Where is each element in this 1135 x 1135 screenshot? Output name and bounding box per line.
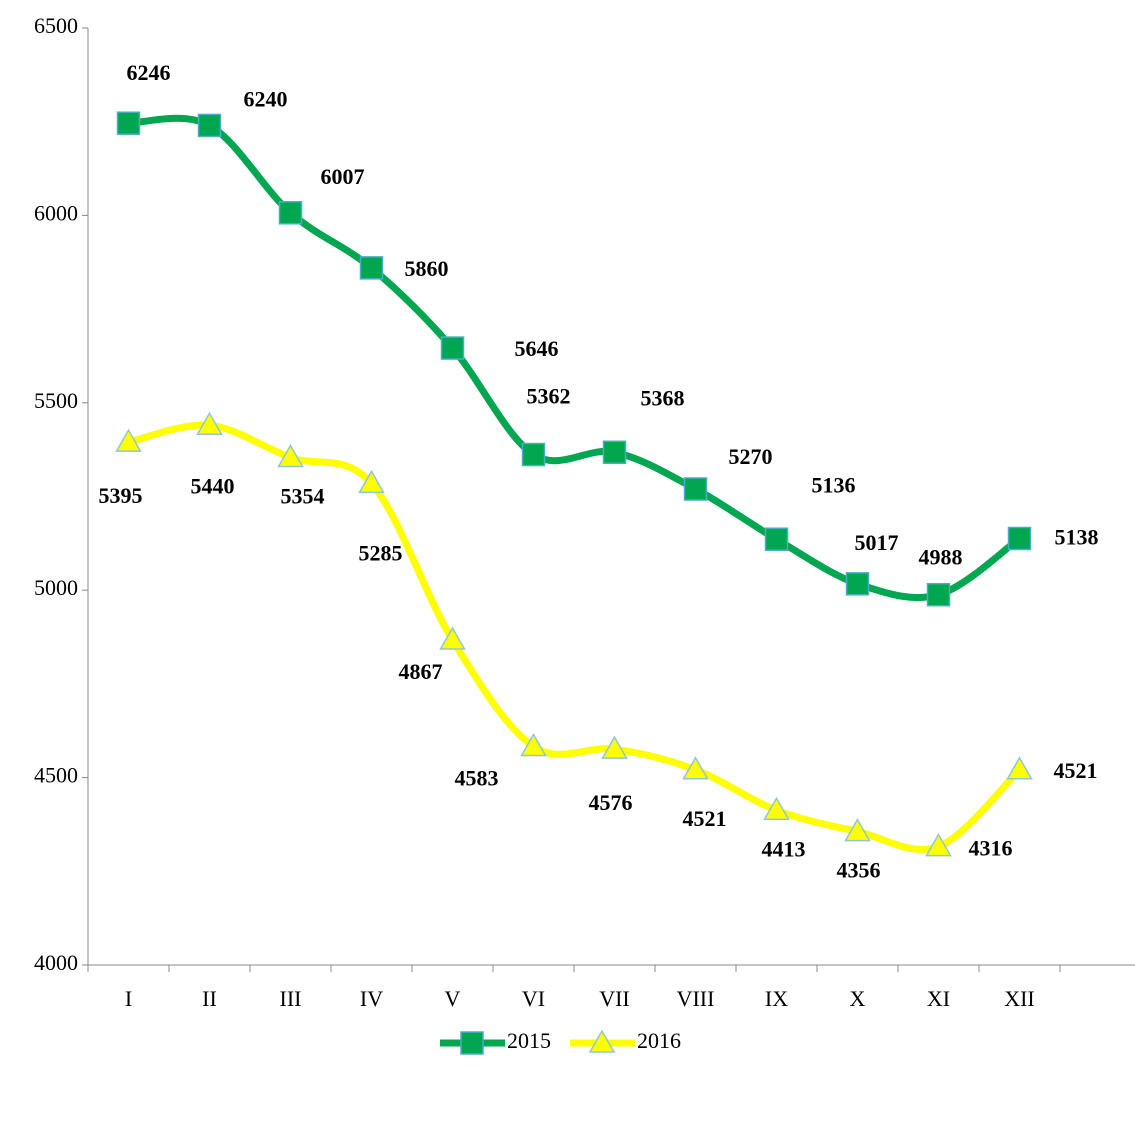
x-tick-label: X: [850, 986, 866, 1011]
x-tick-label: VII: [599, 986, 630, 1011]
point: [683, 477, 708, 501]
value-label: 5285: [359, 540, 403, 565]
point: [1007, 526, 1032, 551]
x-tick-label: IV: [360, 986, 383, 1011]
x-tick-label: XII: [1004, 986, 1035, 1011]
x-tick-label: V: [445, 986, 461, 1011]
series-line: [127, 421, 1022, 854]
value-label: 5362: [527, 384, 571, 409]
value-label: 5368: [641, 385, 685, 410]
value-label: 4356: [837, 858, 881, 883]
point: [1006, 756, 1033, 780]
point: [844, 818, 871, 842]
point: [602, 440, 627, 465]
x-tick-label: I: [125, 986, 132, 1011]
point: [196, 411, 223, 436]
value-label: 4988: [919, 545, 963, 570]
value-label: 4316: [969, 836, 1013, 861]
value-label: 4867: [399, 659, 443, 684]
point: [197, 113, 222, 138]
value-label: 6240: [244, 86, 288, 111]
point: [115, 428, 142, 452]
point: [358, 469, 385, 494]
point: [682, 756, 709, 780]
value-label: 6246: [127, 60, 171, 85]
x-tick-label: VIII: [677, 986, 715, 1011]
value-label: 5440: [191, 473, 235, 498]
value-label: 4576: [589, 790, 633, 815]
value-label: 4521: [683, 806, 727, 831]
point: [439, 626, 466, 650]
legend-label: 2015: [507, 1028, 551, 1053]
x-tick-label: VI: [522, 986, 545, 1011]
value-label: 5395: [99, 483, 143, 508]
point: [601, 735, 628, 759]
value-label: 5017: [855, 530, 899, 555]
value-label: 5138: [1055, 525, 1099, 550]
point: [359, 256, 384, 280]
value-label: 5136: [812, 472, 856, 497]
point: [277, 444, 304, 468]
y-tick-label: 6500: [34, 13, 78, 38]
value-label: 5860: [405, 256, 449, 281]
x-tick-label: IX: [765, 986, 788, 1011]
value-label: 4583: [455, 766, 499, 791]
value-label: 5646: [515, 336, 559, 361]
point: [764, 527, 789, 551]
x-tick-label: II: [202, 986, 217, 1011]
y-tick-label: 4000: [34, 950, 78, 975]
value-label: 6007: [321, 164, 365, 189]
x-tick-label: XI: [927, 986, 950, 1011]
point: [925, 833, 952, 857]
value-label: 4521: [1054, 758, 1098, 783]
point: [521, 442, 546, 467]
y-tick-label: 5500: [34, 388, 78, 413]
value-label: 5354: [281, 484, 325, 509]
value-label: 4413: [762, 836, 806, 861]
point: [440, 336, 465, 360]
legend-marker: [460, 1031, 484, 1055]
value-label: 5270: [729, 444, 773, 469]
y-tick-label: 5000: [34, 575, 78, 600]
point: [763, 796, 790, 820]
point: [926, 582, 951, 607]
point: [520, 732, 547, 757]
series-line: [128, 114, 1022, 601]
x-tick-label: III: [280, 986, 302, 1011]
point: [116, 111, 141, 135]
point: [278, 201, 303, 225]
legend-marker: [588, 1029, 616, 1053]
legend-label: 2016: [637, 1028, 681, 1053]
y-tick-label: 4500: [34, 763, 78, 788]
y-tick-label: 6000: [34, 200, 78, 225]
point: [845, 572, 870, 596]
